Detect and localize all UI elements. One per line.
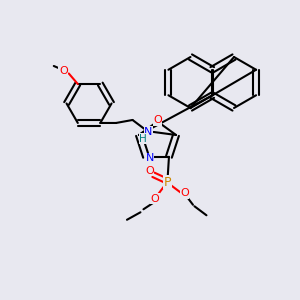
Text: N: N [146, 153, 154, 163]
Text: O: O [59, 66, 68, 76]
Text: H: H [139, 134, 147, 144]
Text: N: N [144, 127, 153, 137]
Text: O: O [180, 188, 189, 198]
Text: O: O [151, 194, 159, 204]
Text: P: P [164, 176, 171, 189]
Text: O: O [145, 166, 154, 176]
Text: O: O [153, 115, 162, 125]
